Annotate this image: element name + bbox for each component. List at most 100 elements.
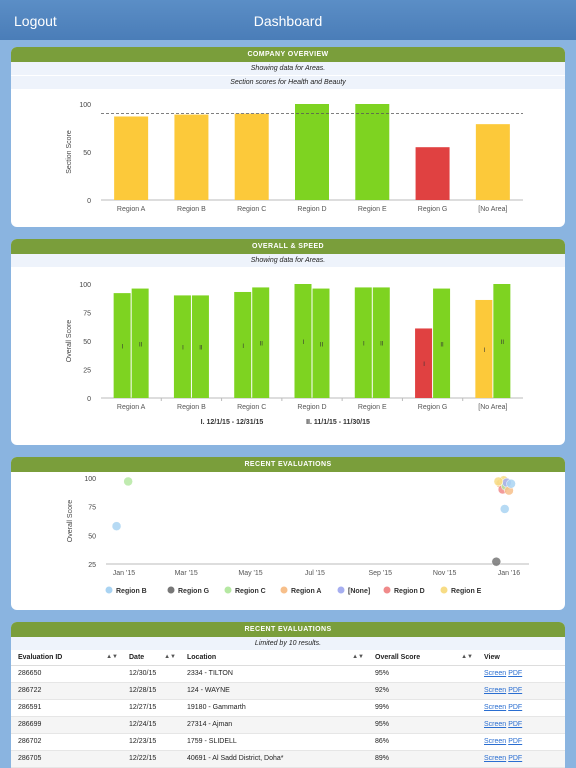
cell-overall-score: 95%: [368, 665, 477, 683]
bar-region-a: [114, 116, 149, 200]
bar-region-g-period-1: [415, 328, 433, 398]
point-region-g: [491, 556, 502, 567]
recent-evaluations-chart-card: RECENT EVALUATIONS 100 75 50 25 Overall Scor…: [11, 457, 565, 610]
legend-marker-region-d: [383, 586, 391, 594]
x-tick-label: Region D: [297, 206, 326, 213]
x-tick-label: Region E: [358, 206, 387, 213]
pdf-link[interactable]: PDF: [508, 670, 523, 677]
cell-date: 12/28/15: [122, 682, 180, 700]
column-header-location[interactable]: Location ▲▼: [180, 651, 368, 666]
legend-marker-region-b: [105, 586, 113, 594]
pdf-link[interactable]: PDF: [508, 721, 523, 728]
y-tick-label: 50: [88, 533, 96, 540]
recent-evaluations-subtitle: Limited by 10 results.: [11, 637, 565, 651]
legend-label-region-b: Region B: [116, 588, 147, 595]
x-tick-label: Region D: [297, 404, 326, 411]
legend-label-region-g: Region G: [178, 588, 210, 595]
x-tick-label: Nov '15: [433, 570, 457, 577]
bar-marker: I: [484, 348, 486, 354]
y-tick-label: 75: [88, 505, 96, 512]
y-tick-label: 25: [83, 368, 91, 375]
bar-marker: I: [423, 362, 425, 368]
cell-date: 12/27/15: [122, 699, 180, 717]
bar-region-a-period-1: [113, 293, 131, 398]
cell-location: 40691 - Al Sadd District, Doha*: [180, 750, 368, 768]
bar-region-c-period-1: [234, 291, 252, 398]
screen-link[interactable]: Screen: [484, 721, 507, 728]
screen-link[interactable]: Screen: [484, 704, 507, 711]
x-tick-label: Jan '15: [113, 570, 135, 577]
cell-evaluation-id: 286705: [11, 750, 122, 768]
cell-evaluation-id: 286591: [11, 699, 122, 717]
x-tick-label: Sep '15: [368, 570, 392, 577]
point-region-b: [111, 521, 122, 531]
point-region-e: [493, 476, 504, 487]
point-region-b: [499, 504, 510, 514]
screen-link[interactable]: Screen: [484, 670, 507, 677]
table-row: 286650 12/30/15 2334 - TILTON 95% Screen PDF: [11, 665, 565, 683]
table-row: 286705 12/22/15 40691 - Al Sadd District, …: [11, 750, 565, 768]
screen-link[interactable]: Screen: [484, 687, 507, 694]
x-tick-label: Region A: [117, 404, 146, 411]
recent-evaluations-chart: 100 75 50 25 Overall Score Jan '15 Mar '15 May …: [67, 475, 529, 595]
y-axis-label: Section Score: [66, 130, 73, 174]
pdf-link[interactable]: PDF: [508, 704, 523, 711]
column-header-overall-score[interactable]: Overall Score ▲▼: [368, 651, 477, 666]
company-overview-section-subtitle: Section scores for Health and Beauty: [11, 76, 565, 90]
y-tick-label: 50: [83, 150, 91, 157]
x-tick-label: Region A: [117, 206, 146, 213]
x-tick-label: Region G: [418, 206, 448, 213]
bar-marker: II: [440, 342, 444, 348]
screen-link[interactable]: Screen: [484, 738, 507, 745]
cell-overall-score: 95%: [368, 716, 477, 734]
legend-label-region-c: Region C: [235, 588, 266, 595]
cell-date: 12/30/15: [122, 665, 180, 683]
page-title: Dashboard: [253, 13, 323, 29]
y-tick-label: 0: [87, 396, 91, 403]
bar-region-d-period-1: [294, 284, 312, 398]
legend-period-2: II. 11/1/15 - 11/30/15: [306, 419, 370, 426]
column-header-date[interactable]: Date ▲▼: [122, 651, 180, 666]
pdf-link[interactable]: PDF: [508, 755, 523, 762]
legend-label-none: [None]: [348, 588, 370, 595]
y-tick-label: 75: [83, 311, 91, 318]
y-tick-label: 100: [79, 282, 91, 289]
column-header-view: View: [477, 651, 565, 666]
pdf-link[interactable]: PDF: [508, 738, 523, 745]
bar-region-d: [295, 104, 329, 200]
legend-marker-region-a: [280, 586, 288, 594]
legend-label-region-e: Region E: [451, 588, 482, 595]
logout-button[interactable]: Logout: [14, 13, 57, 29]
bar-region-b-period-2: [191, 295, 209, 398]
screen-link[interactable]: Screen: [484, 755, 507, 762]
bar-region-e: [355, 104, 390, 200]
cell-location: 124 - WAYNE: [180, 682, 368, 700]
cell-view: Screen PDF: [477, 699, 565, 717]
bar-no-area-period-2: [493, 284, 511, 398]
legend-marker-region-e: [440, 586, 448, 594]
company-overview-header: COMPANY OVERVIEW: [11, 47, 565, 62]
bar-region-b: [174, 114, 209, 200]
table-header-row: Evaluation ID ▲▼ Date ▲▼ Location ▲▼ Overal…: [11, 651, 565, 666]
column-header-evaluation-id[interactable]: Evaluation ID ▲▼: [11, 651, 122, 666]
legend-period-1: I. 12/1/15 - 12/31/15: [201, 419, 264, 426]
cell-overall-score: 99%: [368, 699, 477, 717]
y-tick-label: 100: [84, 476, 96, 483]
cell-evaluation-id: 286702: [11, 733, 122, 751]
cell-overall-score: 92%: [368, 682, 477, 700]
bar-marker: I: [242, 344, 244, 350]
pdf-link[interactable]: PDF: [508, 687, 523, 694]
cell-evaluation-id: 286722: [11, 682, 122, 700]
cell-view: Screen PDF: [477, 750, 565, 768]
cell-date: 12/23/15: [122, 733, 180, 751]
bar-marker: I: [363, 342, 365, 348]
cell-view: Screen PDF: [477, 716, 565, 734]
bar-region-b-period-1: [173, 295, 191, 398]
cell-evaluation-id: 286650: [11, 665, 122, 683]
cell-evaluation-id: 286699: [11, 716, 122, 734]
legend-marker-region-c: [224, 586, 232, 594]
cell-location: 1759 - SLIDELL: [180, 733, 368, 751]
evaluations-table: Evaluation ID ▲▼ Date ▲▼ Location ▲▼ Overal…: [11, 651, 565, 768]
company-overview-chart: 100 50 0 Section Score Region A Region B Regio…: [66, 102, 523, 213]
